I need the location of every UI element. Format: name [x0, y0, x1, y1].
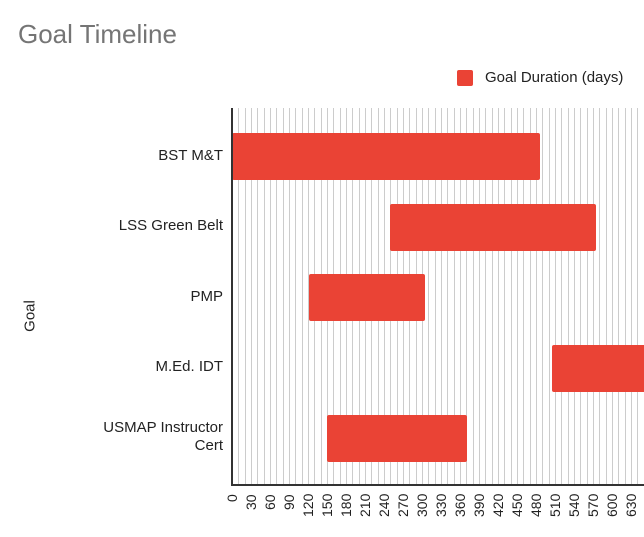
gridline [542, 108, 543, 485]
gridline [276, 108, 277, 485]
bar-usmap-instructor-cert[interactable] [326, 415, 467, 462]
gridline [523, 108, 524, 485]
category-label: LSS Green Belt [118, 217, 223, 234]
gridline [593, 108, 594, 485]
gridline [580, 108, 581, 485]
x-axis-line [231, 484, 644, 486]
gridline [517, 108, 518, 485]
gridline [504, 108, 505, 485]
legend-swatch [457, 69, 473, 86]
x-tick-label: 510 [546, 494, 563, 518]
x-tick-label: 570 [584, 494, 601, 518]
bar-pmp[interactable] [309, 274, 426, 321]
legend: Goal Duration (days) [457, 69, 623, 86]
gridline [492, 108, 493, 485]
category-label: M.Ed. IDT [155, 358, 223, 375]
gridline [245, 108, 246, 485]
category-label: USMAP Instructor Cert [103, 419, 223, 454]
x-tick-label: 390 [470, 494, 487, 518]
bar-m-ed-idt[interactable] [552, 345, 644, 392]
gridline [536, 108, 537, 485]
gridline [637, 108, 638, 485]
gridline [498, 108, 499, 485]
x-tick-label: 630 [622, 494, 639, 518]
gridline [441, 108, 442, 485]
x-tick-label: 330 [432, 494, 449, 518]
x-tick-label: 540 [565, 494, 582, 518]
gridline [460, 108, 461, 485]
gridline [283, 108, 284, 485]
x-tick-label: 360 [451, 494, 468, 518]
x-tick-label: 180 [337, 494, 354, 518]
gridline [264, 108, 265, 485]
gridline [270, 108, 271, 485]
gridline [473, 108, 474, 485]
gridline [428, 108, 429, 485]
gridline [251, 108, 252, 485]
bar-bst-m-t[interactable] [232, 133, 541, 180]
gridline [485, 108, 486, 485]
gridline [289, 108, 290, 485]
gridline [631, 108, 632, 485]
gridline [549, 108, 550, 485]
x-tick-label: 450 [508, 494, 525, 518]
gridline [587, 108, 588, 485]
x-tick-label: 30 [242, 494, 259, 510]
gridline [447, 108, 448, 485]
gridline [561, 108, 562, 485]
gridline [568, 108, 569, 485]
chart-title: Goal Timeline [18, 19, 177, 49]
gridline [511, 108, 512, 485]
gridline [574, 108, 575, 485]
x-tick-label: 480 [527, 494, 544, 518]
category-label: PMP [190, 288, 223, 305]
gridline [618, 108, 619, 485]
x-tick-label: 420 [489, 494, 506, 518]
gridline [479, 108, 480, 485]
y-axis-line [231, 108, 233, 486]
gridline [308, 108, 309, 485]
x-tick-label: 600 [603, 494, 620, 518]
gridline [238, 108, 239, 485]
y-axis-title: Goal [21, 300, 39, 332]
gridline [466, 108, 467, 485]
gridline [302, 108, 303, 485]
x-tick-label: 300 [413, 494, 430, 518]
x-tick-label: 120 [299, 494, 316, 518]
x-tick-label: 90 [280, 494, 297, 510]
gridline [454, 108, 455, 485]
gridline [555, 108, 556, 485]
x-tick-label: 150 [318, 494, 335, 518]
gridline [599, 108, 600, 485]
x-tick-label: 270 [394, 494, 411, 518]
gridline [606, 108, 607, 485]
gridline [530, 108, 531, 485]
gridline [295, 108, 296, 485]
category-label: BST M&T [158, 147, 223, 164]
bar-lss-green-belt[interactable] [390, 204, 597, 251]
x-tick-label: 60 [261, 494, 278, 510]
plot-area [232, 108, 644, 485]
gridline [612, 108, 613, 485]
x-tick-label: 0 [224, 494, 240, 502]
legend-label: Goal Duration (days) [485, 69, 624, 86]
gridline [257, 108, 258, 485]
gridline [435, 108, 436, 485]
gridline [625, 108, 626, 485]
x-tick-label: 240 [375, 494, 392, 518]
x-tick-label: 210 [356, 494, 373, 518]
